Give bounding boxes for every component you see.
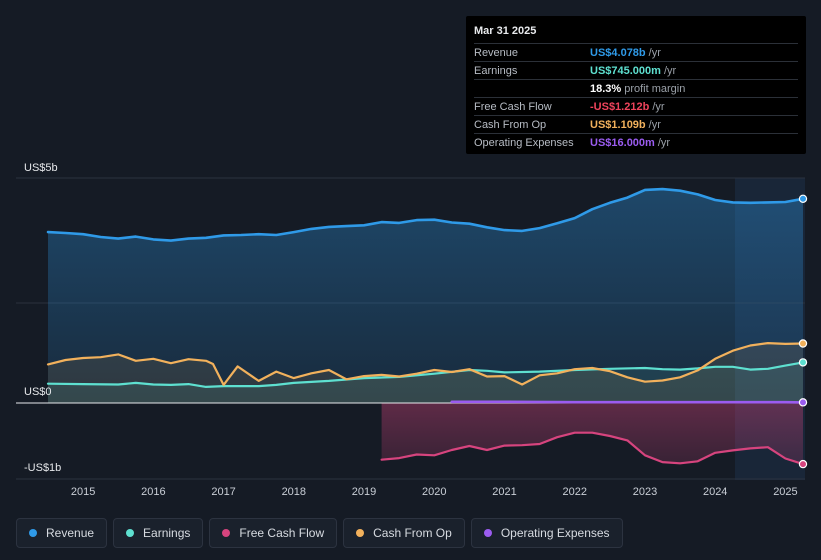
x-tick-label: 2021 — [492, 486, 516, 498]
legend-dot-icon — [483, 529, 492, 537]
cash-from-op-line — [46, 342, 805, 386]
tooltip-label: Operating Expenses — [474, 136, 574, 149]
tooltip-row: Revenue US$4.078b/yr — [474, 43, 798, 61]
free-cash-flow-area — [381, 403, 803, 465]
free-cash-flow-line — [380, 431, 805, 466]
cash-from-op-endpoint — [798, 339, 808, 348]
legend-item-earnings[interactable]: Earnings — [113, 518, 204, 548]
tooltip-value: US$16.000m — [590, 136, 655, 149]
legend: Revenue Earnings Free Cash Flow Cash From O… — [16, 518, 623, 548]
legend-dot-icon — [126, 529, 135, 537]
earnings-endpoint — [798, 358, 808, 367]
legend-item-revenue[interactable]: Revenue — [16, 518, 108, 548]
x-tick-label: 2020 — [422, 486, 446, 498]
x-tick-label: 2024 — [703, 486, 727, 498]
legend-label: Earnings — [143, 526, 191, 540]
legend-dot-icon — [356, 529, 365, 537]
legend-item-cash-from-op[interactable]: Cash From Op — [343, 518, 465, 548]
tooltip-unit: profit margin — [624, 82, 686, 95]
tooltip-unit: /yr — [657, 136, 671, 149]
legend-dot-icon — [222, 529, 231, 537]
legend-label: Operating Expenses — [500, 526, 610, 540]
tooltip-value: US$4.078b — [590, 46, 646, 59]
tooltip-date: Mar 31 2025 — [474, 25, 537, 37]
legend-label: Revenue — [46, 526, 95, 540]
x-tick-label: 2015 — [71, 486, 95, 498]
operating-expenses-line — [450, 400, 805, 404]
tooltip-row: Operating Expenses US$16.000m/yr — [474, 133, 798, 151]
tooltip-label: Cash From Op — [474, 118, 547, 131]
tooltip-label: Revenue — [474, 46, 519, 59]
tooltip-row: Cash From Op US$1.109b/yr — [474, 115, 798, 133]
x-tick-label: 2019 — [352, 486, 376, 498]
tooltip: Mar 31 2025 Revenue US$4.078b/yr Earnings U… — [466, 16, 806, 154]
y-tick-label: US$5b — [24, 162, 58, 174]
tooltip-value: -US$1.212b — [590, 100, 650, 113]
x-tick-label: 2025 — [773, 486, 797, 498]
x-tick-label: 2018 — [282, 486, 306, 498]
tooltip-value: US$745.000m — [590, 64, 661, 77]
x-tick-label: 2022 — [563, 486, 587, 498]
legend-dot-icon — [29, 529, 37, 537]
tooltip-row: Free Cash Flow -US$1.212b/yr — [474, 97, 798, 115]
cash-from-op-area — [48, 343, 803, 403]
y-tick-label: US$0 — [24, 386, 52, 398]
free-cash-flow-endpoint — [798, 459, 808, 469]
tooltip-unit: /yr — [652, 100, 665, 113]
chart-area: US$5b US$0 -US$1b 2015 2016 2017 2018 2019 20… — [16, 162, 808, 498]
tooltip-unit: /yr — [648, 118, 661, 131]
revenue-endpoint — [798, 194, 808, 203]
x-tick-label: 2016 — [141, 486, 165, 498]
legend-item-operating-expenses[interactable]: Operating Expenses — [470, 518, 623, 548]
revenue-area — [48, 189, 803, 403]
legend-label: Free Cash Flow — [239, 526, 325, 540]
legend-item-free-cash-flow[interactable]: Free Cash Flow — [209, 518, 338, 548]
operating-expenses-endpoint — [798, 398, 808, 407]
tooltip-label: Earnings — [474, 64, 518, 77]
revenue-line — [46, 187, 805, 242]
y-tick-label: -US$1b — [24, 462, 61, 474]
tooltip-value: 18.3% — [590, 82, 622, 95]
tooltip-row: 18.3% profit margin — [474, 79, 798, 97]
tooltip-unit: /yr — [648, 46, 661, 59]
tooltip-unit: /yr — [663, 64, 677, 77]
tooltip-label: Free Cash Flow — [474, 100, 552, 113]
legend-label: Cash From Op — [373, 526, 452, 540]
tooltip-row: Earnings US$745.000m/yr — [474, 61, 798, 79]
x-tick-label: 2017 — [211, 486, 235, 498]
x-tick-label: 2023 — [633, 486, 657, 498]
tooltip-value: US$1.109b — [590, 118, 646, 131]
